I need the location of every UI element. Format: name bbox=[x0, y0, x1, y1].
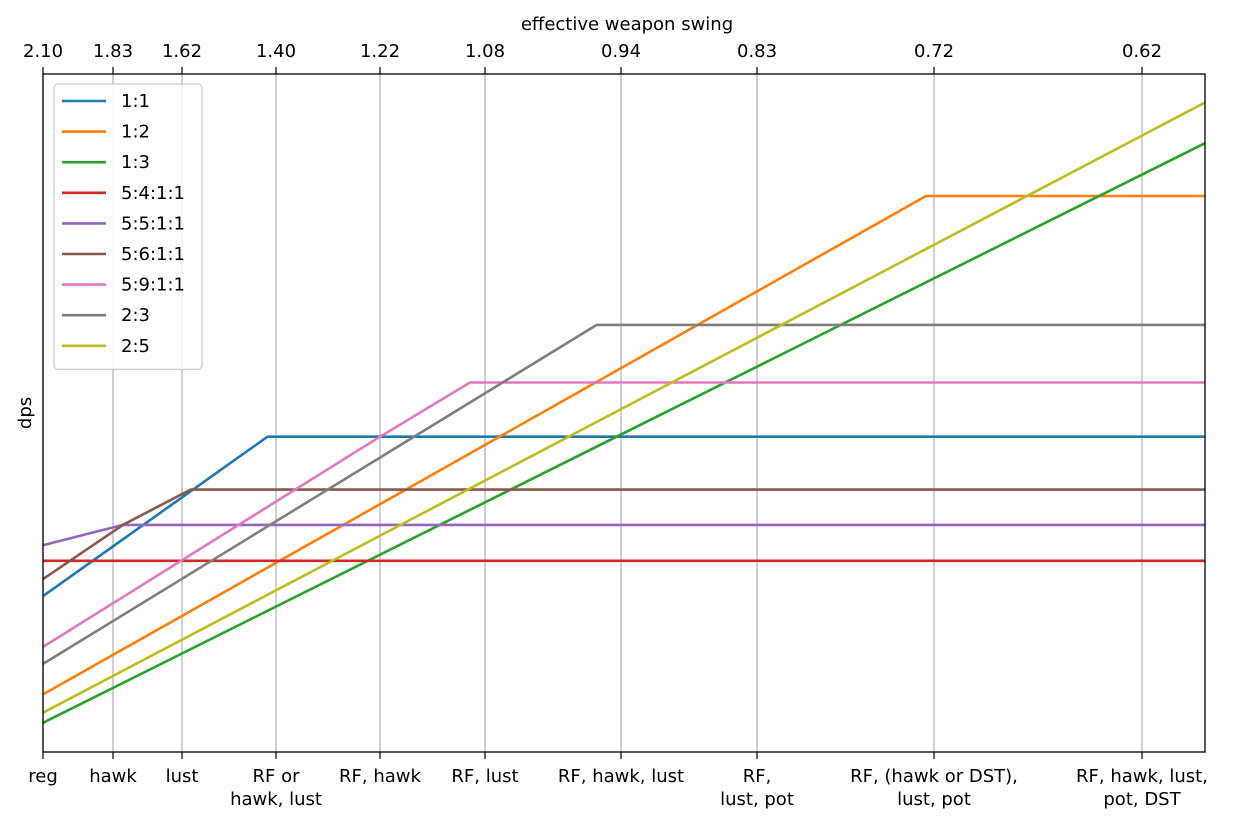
bottom-tick-label: RF, hawk bbox=[339, 766, 421, 787]
top-tick-label: 0.62 bbox=[1122, 41, 1162, 62]
bottom-tick-label-line: reg bbox=[28, 766, 58, 787]
bottom-tick-label: reg bbox=[28, 766, 58, 787]
y-axis-title: dps bbox=[15, 397, 36, 429]
top-tick-label: 1.40 bbox=[256, 41, 296, 62]
bottom-tick-label: RF or hawk, lust bbox=[230, 766, 322, 810]
series-line-2-5 bbox=[42, 101, 1206, 714]
bottom-tick-label-line: hawk bbox=[89, 766, 137, 787]
bottom-tick-label-line: lust, pot bbox=[720, 789, 794, 810]
top-tick-label: 0.94 bbox=[601, 41, 641, 62]
legend-label: 2:3 bbox=[121, 305, 150, 326]
legend-box bbox=[53, 83, 203, 370]
top-tick-label: 0.72 bbox=[914, 41, 954, 62]
top-tick-label: 1.08 bbox=[465, 41, 505, 62]
legend-label: 2:5 bbox=[121, 336, 150, 357]
top-tick-label: 0.83 bbox=[737, 41, 777, 62]
bottom-tick-label: RF, hawk, lust, pot, DST bbox=[1076, 766, 1208, 810]
legend: 1:1 1:2 1:3 5:4:1:1 5:5:1:1 5:6:1:1 5:9:1:1 2:3… bbox=[53, 83, 203, 370]
legend-label: 5:9:1:1 bbox=[121, 275, 185, 296]
bottom-tick-label: RF, hawk, lust bbox=[558, 766, 684, 787]
series-line-1-1 bbox=[42, 435, 1205, 598]
bottom-tick-label-line: hawk, lust bbox=[230, 789, 322, 810]
series-line-1-2 bbox=[42, 194, 1205, 696]
legend-label: 5:6:1:1 bbox=[121, 244, 185, 265]
series-lines bbox=[42, 101, 1206, 724]
bottom-tick-label: RF, lust bbox=[451, 766, 518, 787]
legend-label: 1:3 bbox=[121, 152, 150, 173]
series-line-1-3 bbox=[42, 142, 1206, 724]
bottom-tick-label: RF, (hawk or DST), lust, pot bbox=[850, 766, 1018, 810]
series-line-2-3 bbox=[42, 323, 1205, 666]
top-tick-label: 1.62 bbox=[162, 41, 202, 62]
legend-label: 1:1 bbox=[121, 91, 150, 112]
bottom-tick-label-line: RF, (hawk or DST), bbox=[850, 766, 1018, 787]
bottom-tick-label-line: RF or bbox=[253, 766, 301, 787]
series-line-5-6-1-1 bbox=[42, 488, 1205, 581]
bottom-tick-label-line: pot, DST bbox=[1103, 789, 1181, 810]
top-tick-label: 1.22 bbox=[360, 41, 400, 62]
bottom-tick-label-line: RF, hawk bbox=[339, 766, 421, 787]
bottom-tick-label: lust bbox=[166, 766, 199, 787]
legend-label: 1:2 bbox=[121, 122, 150, 143]
bottom-tick-label-line: lust, pot bbox=[897, 789, 971, 810]
bottom-tick-label-line: RF, hawk, lust, bbox=[1076, 766, 1208, 787]
legend-label: 5:4:1:1 bbox=[121, 183, 185, 204]
bottom-tick-label: RF, lust, pot bbox=[720, 766, 794, 810]
top-axis-title: effective weapon swing bbox=[521, 14, 733, 35]
bottom-tick-label-line: RF, bbox=[743, 766, 772, 787]
plot-frame bbox=[42, 73, 1206, 753]
bottom-tick-label-line: lust bbox=[166, 766, 199, 787]
bottom-tick-label: hawk bbox=[89, 766, 137, 787]
bottom-tick-label-line: RF, hawk, lust bbox=[558, 766, 684, 787]
top-tick-label: 2.10 bbox=[23, 41, 63, 62]
top-tick-label: 1.83 bbox=[93, 41, 133, 62]
axis-ticks: 2.10 reg 1.83 hawk 1.62 lust 1.40 RF or hawk, lu… bbox=[23, 41, 1208, 810]
series-line-5-9-1-1 bbox=[42, 381, 1205, 649]
bottom-tick-label-line: RF, lust bbox=[451, 766, 518, 787]
legend-label: 5:5:1:1 bbox=[121, 213, 185, 234]
